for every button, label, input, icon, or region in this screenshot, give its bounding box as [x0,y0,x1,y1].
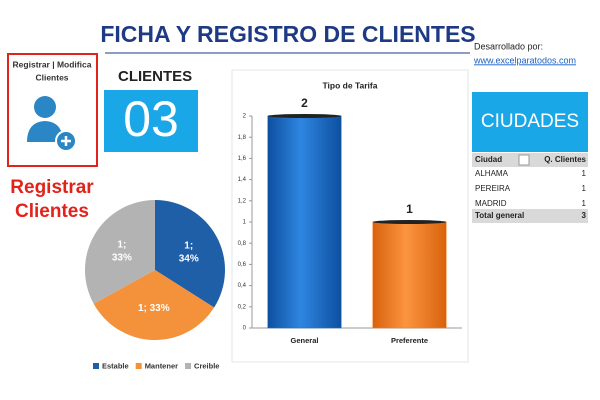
value-label: 2 [301,96,308,110]
slice-label: 1; 34% [179,240,199,264]
legend-label: Estable [102,361,129,370]
y-tick-label: 0,8 [238,241,247,247]
slice-label: 1; 33% [138,303,170,314]
pie-slice [93,270,215,340]
cities-box [472,92,588,152]
clients-box [104,90,198,152]
total-label: Total general [475,211,524,220]
legend-swatch [93,363,99,369]
pie-slice [155,200,225,308]
slice-label-part: 1; [184,240,193,251]
city-count: 1 [582,199,587,208]
callout: Registrar [10,177,94,198]
chart-title: Tipo de Tarifa [323,80,378,90]
credit: Desarrollado por: [474,41,543,51]
legend-label: Mantener [145,361,178,370]
button-label[interactable]: Registrar | Modifica [13,59,92,69]
bar-top [372,220,447,224]
y-tick-label: 1 [243,220,247,226]
value-label: 1 [406,202,413,216]
link[interactable]: www.excelparatodos.com [473,55,576,65]
clients-label: CLIENTES [118,68,192,85]
slice-label-part: 33% [112,252,132,263]
callout: Clientes [15,201,89,222]
total-value: 3 [582,211,587,220]
y-tick-label: 0 [243,326,247,332]
total-row [472,209,588,223]
city-name: PEREIRA [475,184,511,193]
clients-count: 03 [123,91,179,147]
legend-swatch [185,363,192,369]
slice-label: 1; 33% [112,239,132,263]
slice-label-part: 1; [117,239,126,250]
y-tick-label: 0,6 [238,262,247,268]
column-header: Ciudad [475,155,502,164]
legend-label: Creible [194,361,219,370]
cities-title: CIUDADES [481,111,579,132]
legend-swatch [135,363,142,369]
y-tick-label: 1,6 [238,156,247,162]
slice-label-part: 34% [179,253,199,264]
user-icon-head[interactable] [34,96,56,118]
bar-top [267,114,342,118]
table-header [472,153,588,167]
city-name: ALHAMA [475,169,509,178]
y-tick-label: 1,4 [238,177,247,183]
y-tick-label: 0,4 [238,283,247,289]
button-label[interactable]: Clientes [35,72,68,82]
x-tick-label: General [291,336,319,345]
city-count: 1 [582,169,587,178]
x-tick-label: Preferente [391,336,428,345]
bar [267,115,342,329]
register-button[interactable]: Registrar | Modifica Clientes [7,53,98,167]
y-tick-label: 1,2 [238,198,247,204]
plus-sign[interactable] [61,136,71,146]
city-count: 1 [582,184,587,193]
y-tick-label: 0,2 [238,304,247,310]
y-tick-label: 1,8 [238,135,247,141]
filter-button[interactable] [518,154,530,166]
column-header: Q. Clientes [544,155,586,164]
user-icon-body[interactable] [27,121,63,142]
y-tick-label: 2 [243,114,247,120]
city-name: MADRID [475,199,507,208]
bar [372,221,447,329]
pie-slice [85,200,155,304]
title: FICHA Y REGISTRO DE CLIENTES [100,21,475,47]
